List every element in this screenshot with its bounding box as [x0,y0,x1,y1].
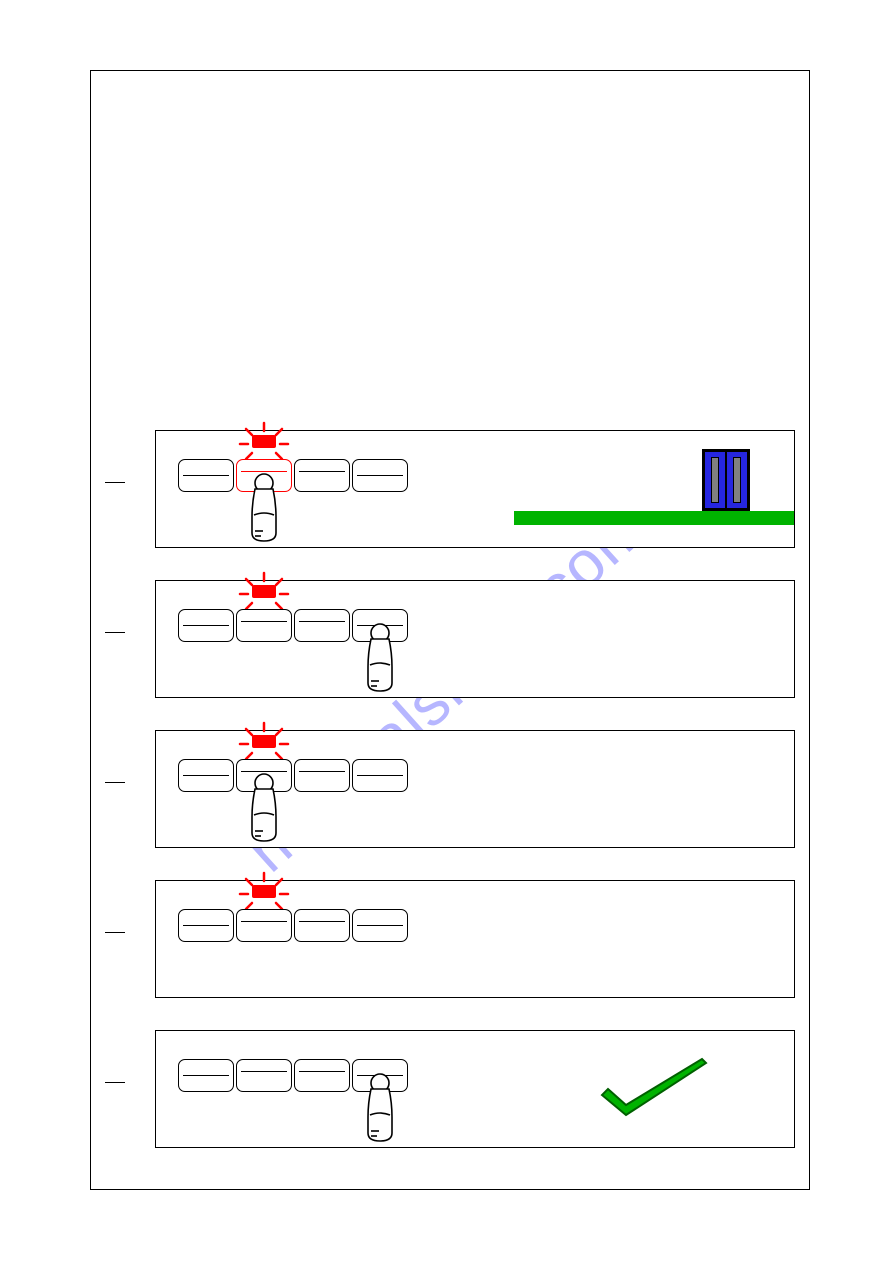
step-5 [155,1030,795,1148]
panel-row [155,580,795,698]
row-marker [105,932,125,933]
button-group [178,459,408,492]
row-marker [105,782,125,783]
panels-container [155,430,795,1148]
up-button[interactable] [236,459,292,492]
row-marker [105,632,125,633]
blank-button[interactable] [178,759,234,792]
button-group [178,759,408,792]
panel-row [155,880,795,998]
panel-row [155,730,795,848]
checkmark-icon [594,1057,714,1127]
door-icon [702,449,750,511]
up-button[interactable] [236,909,292,942]
step-4 [155,880,795,998]
up-button[interactable] [236,609,292,642]
blank-button[interactable] [178,1059,234,1092]
step-2 [155,580,795,698]
down-button[interactable] [294,909,350,942]
row-marker [105,482,125,483]
blank-button[interactable] [178,909,234,942]
blank-button[interactable] [352,759,408,792]
row-marker [105,1082,125,1083]
down-button[interactable] [294,759,350,792]
blank-button[interactable] [178,609,234,642]
led-indicator [252,435,276,448]
button-group [178,609,408,642]
up-button[interactable] [236,759,292,792]
led-indicator [252,585,276,598]
up-button[interactable] [236,1059,292,1092]
down-button[interactable] [294,1059,350,1092]
led-indicator [252,885,276,898]
led-indicator [252,735,276,748]
down-button[interactable] [294,609,350,642]
panel-row [155,430,795,548]
blank-button[interactable] [178,459,234,492]
step-3 [155,730,795,848]
ground [514,511,794,525]
blank-button[interactable] [352,459,408,492]
blank-button[interactable] [352,1059,408,1092]
blank-button[interactable] [352,909,408,942]
down-button[interactable] [294,459,350,492]
blank-button[interactable] [352,609,408,642]
panel-row [155,1030,795,1148]
step-1 [155,430,795,548]
button-group [178,909,408,942]
button-group [178,1059,408,1092]
